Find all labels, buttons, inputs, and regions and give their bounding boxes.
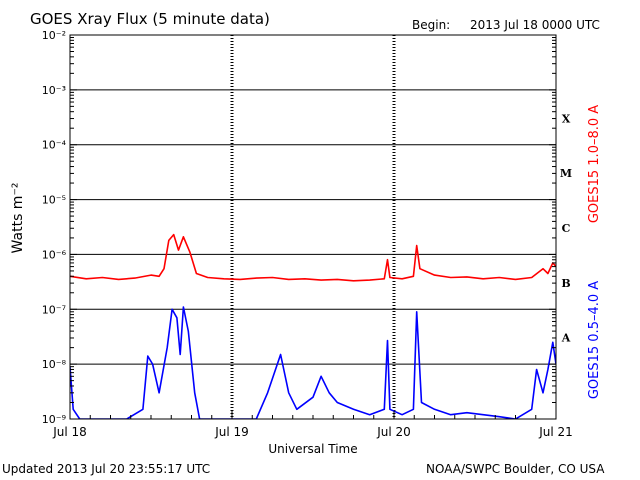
y-axis-label: Watts m⁻²: [10, 183, 26, 254]
y-tick-label: 10⁻⁴: [42, 139, 67, 152]
plot-frame: [69, 34, 557, 420]
y-tick-label: 10⁻⁶: [42, 248, 67, 261]
chart-title: GOES Xray Flux (5 minute data): [30, 10, 270, 28]
x-tick-layer: Jul 18 Jul 19 Jul 20 Jul 21: [52, 411, 573, 439]
series-label-short: GOES15 0.5–4.0 A: [587, 281, 602, 399]
flare-class-label: A: [561, 332, 571, 345]
source-credit: NOAA/SWPC Boulder, CO USA: [426, 462, 605, 476]
flare-class-label: M: [560, 167, 572, 180]
y-tick-layer: 10⁻⁹ 10⁻⁸ 10⁻⁷ 10⁻⁶ 10⁻⁵ 10⁻⁴ 10⁻³ 10⁻²: [42, 29, 556, 426]
x-tick-label: Jul 21: [538, 425, 573, 439]
flare-class-layer: X M C B A: [560, 112, 572, 344]
series-line-long-channel: [70, 233, 556, 282]
flare-class-label: C: [562, 222, 571, 235]
flare-class-label: X: [562, 112, 571, 125]
y-tick-label: 10⁻⁹: [42, 413, 66, 426]
x-tick-label: Jul 18: [52, 425, 87, 439]
x-axis-label: Universal Time: [268, 442, 357, 456]
y-tick-label: 10⁻⁷: [42, 303, 66, 316]
y-tick-label: 10⁻⁵: [42, 194, 66, 207]
x-tick-label: Jul 20: [376, 425, 411, 439]
grid-layer: [70, 34, 556, 420]
y-tick-label: 10⁻³: [42, 84, 66, 97]
x-tick-label: Jul 19: [214, 425, 249, 439]
series-label-long: GOES15 1.0–8.0 A: [587, 105, 602, 223]
series-line-short-channel: [70, 306, 556, 419]
y-tick-label: 10⁻⁸: [42, 358, 67, 371]
y-tick-label: 10⁻²: [42, 29, 66, 42]
updated-timestamp: Updated 2013 Jul 20 23:55:17 UTC: [2, 462, 210, 476]
series-layer: [70, 233, 556, 419]
begin-value: 2013 Jul 18 0000 UTC: [470, 18, 600, 32]
flare-class-label: B: [561, 277, 570, 290]
begin-label: Begin:: [412, 18, 450, 32]
